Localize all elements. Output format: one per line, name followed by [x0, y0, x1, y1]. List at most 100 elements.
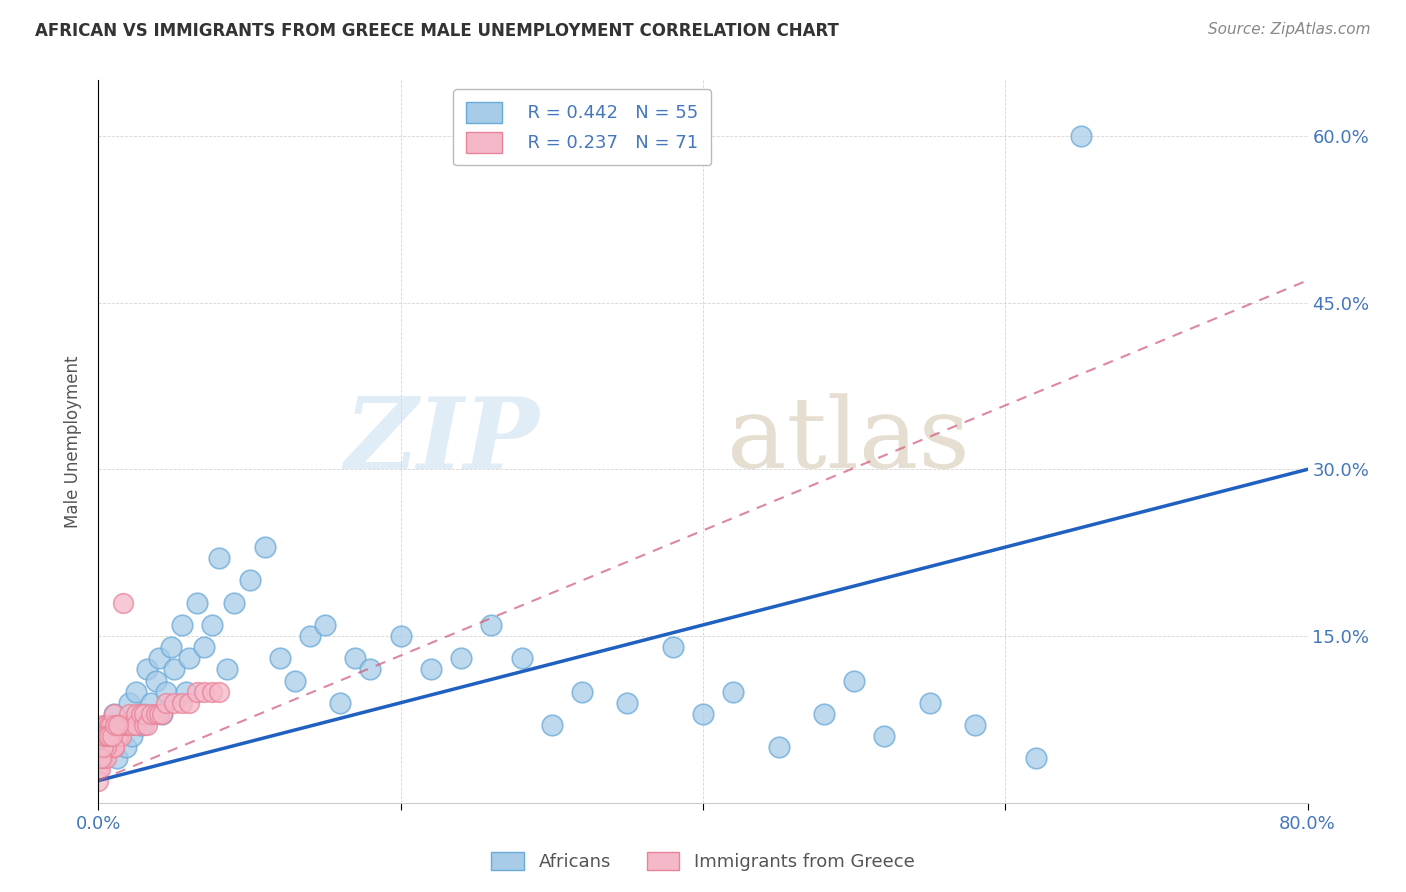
- Point: [87, 763, 110, 777]
- Point: [201, 684, 224, 698]
- Point: [100, 740, 122, 755]
- Point: [132, 706, 155, 721]
- Point: [108, 718, 131, 732]
- Point: [105, 718, 128, 732]
- Point: [141, 706, 163, 721]
- Point: [148, 651, 170, 665]
- Point: [208, 684, 231, 698]
- Point: [110, 718, 132, 732]
- Point: [571, 684, 593, 698]
- Point: [121, 718, 143, 732]
- Text: atlas: atlas: [727, 393, 970, 490]
- Point: [141, 696, 163, 710]
- Point: [186, 684, 208, 698]
- Point: [125, 706, 148, 721]
- Point: [215, 662, 238, 676]
- Point: [89, 763, 111, 777]
- Point: [145, 706, 167, 721]
- Point: [1024, 751, 1046, 765]
- Point: [110, 729, 132, 743]
- Point: [150, 706, 173, 721]
- Point: [170, 696, 193, 710]
- Point: [314, 618, 336, 632]
- Point: [129, 718, 152, 732]
- Point: [155, 696, 177, 710]
- Point: [135, 718, 157, 732]
- Point: [96, 740, 118, 755]
- Point: [114, 740, 136, 755]
- Point: [96, 729, 118, 743]
- Point: [193, 640, 215, 655]
- Point: [91, 740, 114, 755]
- Point: [160, 640, 183, 655]
- Point: [89, 729, 111, 743]
- Point: [96, 729, 118, 743]
- Point: [90, 729, 112, 743]
- Point: [93, 729, 115, 743]
- Point: [94, 751, 117, 765]
- Point: [90, 751, 112, 765]
- Point: [98, 740, 121, 755]
- Point: [118, 718, 141, 732]
- Point: [104, 718, 127, 732]
- Point: [94, 740, 117, 755]
- Point: [224, 596, 246, 610]
- Point: [118, 696, 141, 710]
- Point: [723, 684, 745, 698]
- Point: [135, 662, 157, 676]
- Point: [121, 729, 143, 743]
- Point: [389, 629, 412, 643]
- Point: [170, 618, 193, 632]
- Point: [100, 718, 122, 732]
- Point: [768, 740, 790, 755]
- Point: [93, 740, 115, 755]
- Point: [103, 740, 125, 755]
- Point: [87, 751, 110, 765]
- Point: [329, 696, 352, 710]
- Point: [360, 662, 382, 676]
- Point: [1070, 128, 1092, 143]
- Point: [101, 729, 124, 743]
- Point: [918, 696, 941, 710]
- Point: [208, 551, 231, 566]
- Point: [98, 729, 121, 743]
- Point: [616, 696, 638, 710]
- Point: [145, 673, 167, 688]
- Point: [94, 729, 117, 743]
- Point: [90, 740, 112, 755]
- Point: [450, 651, 472, 665]
- Point: [179, 696, 201, 710]
- Point: [107, 729, 129, 743]
- Point: [201, 618, 224, 632]
- Point: [110, 718, 132, 732]
- Point: [87, 740, 110, 755]
- Point: [174, 684, 197, 698]
- Point: [299, 629, 322, 643]
- Text: ZIP: ZIP: [344, 393, 540, 490]
- Point: [90, 751, 112, 765]
- Point: [89, 751, 111, 765]
- Point: [163, 696, 186, 710]
- Point: [94, 718, 117, 732]
- Point: [111, 596, 134, 610]
- Point: [692, 706, 714, 721]
- Point: [284, 673, 307, 688]
- Point: [344, 651, 367, 665]
- Point: [125, 684, 148, 698]
- Point: [965, 718, 987, 732]
- Point: [150, 706, 173, 721]
- Point: [239, 574, 262, 588]
- Point: [114, 718, 136, 732]
- Point: [844, 673, 866, 688]
- Point: [103, 706, 125, 721]
- Text: Source: ZipAtlas.com: Source: ZipAtlas.com: [1208, 22, 1371, 37]
- Point: [155, 684, 177, 698]
- Legend:   R = 0.442   N = 55,   R = 0.237   N = 71: R = 0.442 N = 55, R = 0.237 N = 71: [453, 89, 711, 165]
- Point: [540, 718, 562, 732]
- Point: [105, 729, 128, 743]
- Text: AFRICAN VS IMMIGRANTS FROM GREECE MALE UNEMPLOYMENT CORRELATION CHART: AFRICAN VS IMMIGRANTS FROM GREECE MALE U…: [35, 22, 839, 40]
- Point: [103, 729, 125, 743]
- Point: [661, 640, 683, 655]
- Point: [93, 729, 115, 743]
- Point: [129, 706, 152, 721]
